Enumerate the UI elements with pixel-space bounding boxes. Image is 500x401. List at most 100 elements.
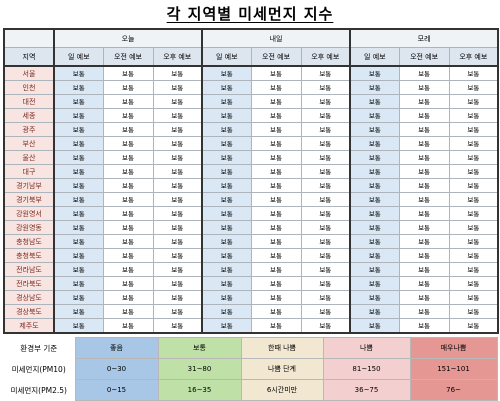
sub-header-pm: 오후 예보 (152, 47, 203, 67)
forecast-cell: 보통 (152, 234, 203, 249)
region-name: 제주도 (3, 318, 55, 334)
forecast-cell: 보통 (152, 94, 203, 109)
forecast-cell: 보통 (201, 164, 252, 179)
region-name: 서울 (3, 65, 55, 81)
forecast-cell: 보통 (300, 220, 351, 235)
forecast-cell: 보통 (349, 262, 400, 277)
page-title: 각 지역별 미세먼지 지수 (166, 5, 334, 23)
forecast-cell: 보통 (250, 276, 302, 291)
forecast-cell: 보통 (448, 304, 500, 319)
forecast-cell: 보통 (201, 290, 252, 305)
forecast-cell: 보통 (448, 178, 500, 193)
forecast-cell: 보통 (53, 290, 104, 305)
sub-header-am: 오전 예보 (250, 47, 302, 67)
forecast-cell: 보통 (349, 290, 400, 305)
forecast-cell: 보통 (53, 150, 104, 165)
region-name: 경상북도 (3, 304, 55, 319)
forecast-cell: 보통 (398, 192, 450, 207)
table-row: 전라남도 보통 보통 보통 보통 보통 보통 보통 보통 보통 (3, 262, 500, 277)
forecast-cell: 보통 (152, 206, 203, 221)
forecast-cell: 보통 (448, 164, 500, 179)
forecast-cell: 보통 (448, 220, 500, 235)
forecast-cell: 보통 (201, 234, 252, 249)
forecast-cell: 보통 (201, 108, 252, 123)
forecast-cell: 보통 (398, 150, 450, 165)
dust-index-table: 오늘 내일 모레 지역 일 예보 오전 예보 오후 예보 일 예보 오전 예보 … (3, 28, 500, 334)
day-header-tomorrow: 내일 (201, 28, 351, 48)
table-row: 대구 보통 보통 보통 보통 보통 보통 보통 보통 보통 (3, 164, 500, 179)
forecast-cell: 보통 (398, 276, 450, 291)
forecast-cell: 보통 (300, 122, 351, 137)
day-header-today: 오늘 (52, 28, 203, 48)
forecast-cell: 보통 (398, 94, 450, 109)
forecast-cell: 보통 (201, 122, 252, 137)
forecast-cell: 보통 (250, 122, 302, 137)
forecast-cell: 보통 (448, 122, 500, 137)
region-name: 전라남도 (3, 262, 55, 277)
forecast-cell: 보통 (349, 94, 400, 109)
legend-level-row: 환경부 기준 좋음 보통 한때 나쁨 나쁨 매우나쁨 (3, 337, 498, 359)
forecast-cell: 보통 (250, 248, 302, 263)
table-row: 충청북도 보통 보통 보통 보통 보통 보통 보통 보통 보통 (3, 248, 500, 263)
forecast-cell: 보통 (250, 304, 302, 319)
forecast-cell: 보통 (349, 304, 400, 319)
legend-pm25-very-bad: 76~ (409, 379, 498, 401)
sub-header-pm: 오후 예보 (448, 47, 500, 67)
forecast-cell: 보통 (300, 94, 351, 109)
forecast-cell: 보통 (398, 65, 450, 81)
forecast-cell: 보통 (201, 94, 252, 109)
forecast-cell: 보통 (448, 262, 500, 277)
forecast-cell: 보통 (398, 290, 450, 305)
table-row: 경상북도 보통 보통 보통 보통 보통 보통 보통 보통 보통 (3, 304, 500, 319)
forecast-cell: 보통 (152, 192, 203, 207)
forecast-cell: 보통 (152, 178, 203, 193)
page-title-wrap: 각 지역별 미세먼지 지수 (0, 3, 500, 25)
forecast-cell: 보통 (152, 248, 203, 263)
forecast-cell: 보통 (300, 304, 351, 319)
forecast-cell: 보통 (300, 192, 351, 207)
forecast-cell: 보통 (102, 178, 154, 193)
forecast-cell: 보통 (53, 108, 104, 123)
forecast-cell: 보통 (53, 94, 104, 109)
legend-level-sensitive: 한때 나쁨 (240, 337, 324, 359)
forecast-cell: 보통 (300, 178, 351, 193)
forecast-cell: 보통 (398, 262, 450, 277)
legend-level-good: 좋음 (74, 337, 159, 359)
forecast-cell: 보통 (102, 262, 154, 277)
forecast-cell: 보통 (250, 80, 302, 95)
forecast-cell: 보통 (102, 276, 154, 291)
forecast-cell: 보통 (398, 304, 450, 319)
legend-pm25-bad: 36~75 (322, 379, 411, 401)
sub-header-am: 오전 예보 (398, 47, 450, 67)
forecast-cell: 보통 (300, 206, 351, 221)
forecast-cell: 보통 (102, 290, 154, 305)
forecast-cell: 보통 (398, 108, 450, 123)
forecast-cell: 보통 (448, 192, 500, 207)
forecast-cell: 보통 (102, 136, 154, 151)
legend-standard-label: 환경부 기준 (3, 337, 75, 359)
forecast-cell: 보통 (201, 206, 252, 221)
forecast-cell: 보통 (250, 206, 302, 221)
forecast-cell: 보통 (349, 178, 400, 193)
forecast-cell: 보통 (201, 80, 252, 95)
table-row: 제주도 보통 보통 보통 보통 보통 보통 보통 보통 보통 (3, 318, 500, 334)
legend-pm25-good: 0~15 (74, 379, 159, 401)
legend-pm25-normal: 16~35 (157, 379, 242, 401)
region-name: 대구 (3, 164, 55, 179)
table-row: 서울 보통 보통 보통 보통 보통 보통 보통 보통 보통 (3, 65, 500, 81)
legend-pm10-very-bad: 151~101 (409, 358, 498, 380)
table-row: 울산 보통 보통 보통 보통 보통 보통 보통 보통 보통 (3, 150, 500, 165)
region-name: 경기남부 (3, 178, 55, 193)
forecast-cell: 보통 (300, 234, 351, 249)
day-header-day-after: 모레 (349, 28, 500, 48)
forecast-cell: 보통 (250, 262, 302, 277)
region-name: 강원영서 (3, 206, 55, 221)
table-row: 강원영서 보통 보통 보통 보통 보통 보통 보통 보통 보통 (3, 206, 500, 221)
table-row: 경상남도 보통 보통 보통 보통 보통 보통 보통 보통 보통 (3, 290, 500, 305)
forecast-cell: 보통 (349, 108, 400, 123)
forecast-cell: 보통 (53, 192, 104, 207)
forecast-cell: 보통 (53, 262, 104, 277)
legend-level-normal: 보통 (157, 337, 242, 359)
sub-header-daily: 일 예보 (349, 47, 400, 67)
forecast-cell: 보통 (448, 206, 500, 221)
